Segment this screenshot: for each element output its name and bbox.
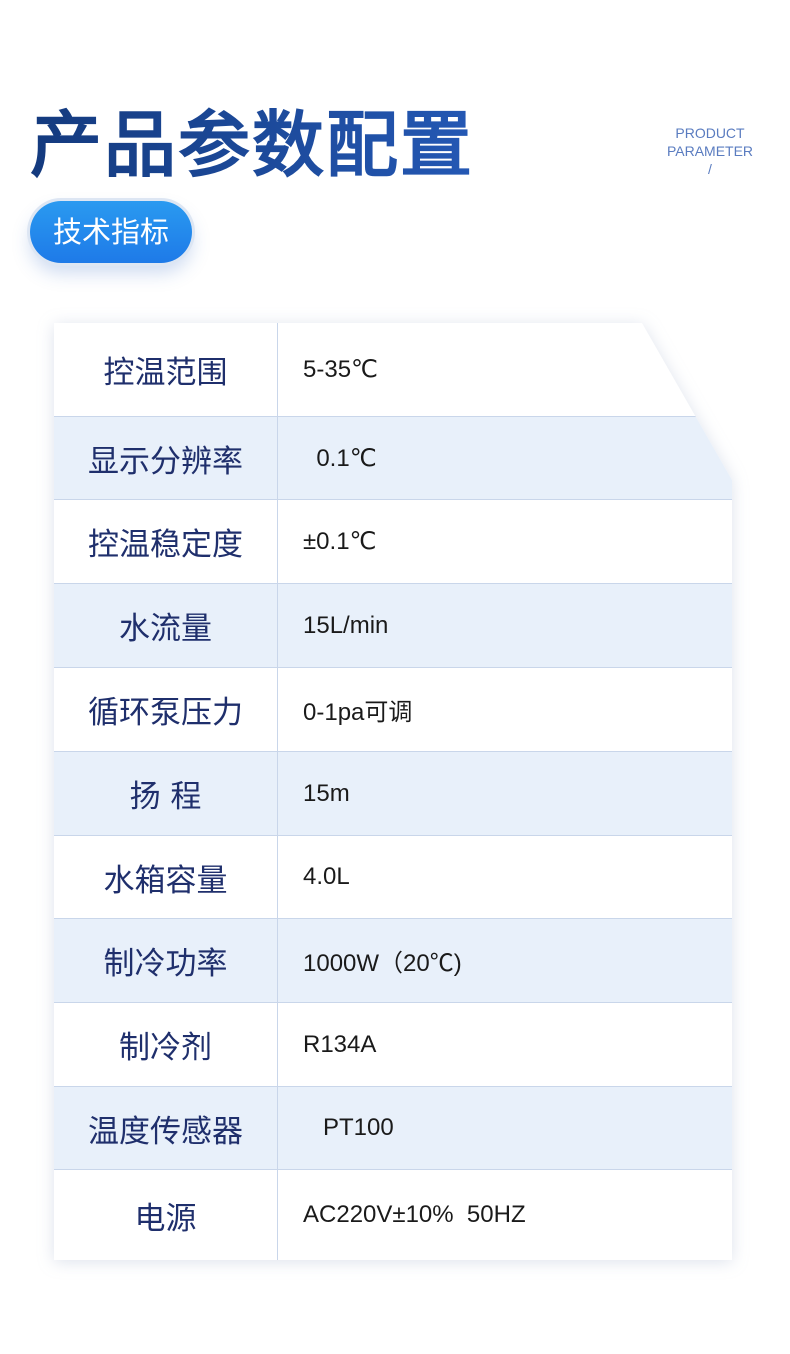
table-row: 水流量 15L/min xyxy=(54,584,732,668)
parameter-table-container: 控温范围 5-35℃ 显示分辨率 0.1℃ 控温稳定度 ±0.1℃ 水流量 15L/min 循… xyxy=(54,323,732,1260)
english-subtitle-line: / xyxy=(708,161,712,177)
param-value: 0-1pa可调 xyxy=(303,699,413,726)
param-label: 水箱容量 xyxy=(54,836,278,918)
table-row: 控温范围 5-35℃ xyxy=(54,323,732,417)
param-value: AC220V±10% 50HZ xyxy=(303,1201,526,1228)
param-label: 显示分辨率 xyxy=(54,417,278,499)
param-label: 电源 xyxy=(54,1170,278,1260)
table-row: 显示分辨率 0.1℃ xyxy=(54,417,732,500)
param-value: ±0.1℃ xyxy=(303,528,377,555)
param-label: 控温稳定度 xyxy=(54,500,278,583)
english-subtitle-line: PARAMETER xyxy=(666,143,754,159)
param-label: 水流量 xyxy=(54,584,278,667)
param-label: 循环泵压力 xyxy=(54,668,278,751)
table-row: 循环泵压力 0-1pa可调 xyxy=(54,668,732,752)
table-row: 扬 程 15m xyxy=(54,752,732,836)
param-value: PT100 xyxy=(303,1114,394,1141)
param-label: 控温范围 xyxy=(54,323,278,416)
param-label: 温度传感器 xyxy=(54,1087,278,1169)
param-value: 4.0L xyxy=(303,863,350,890)
table-row: 电源 AC220V±10% 50HZ xyxy=(54,1170,732,1260)
page-title: 产品参数配置 xyxy=(30,100,474,190)
param-label: 扬 程 xyxy=(54,752,278,835)
english-subtitle: PRODUCT PARAMETER / xyxy=(640,124,780,178)
table-row: 控温稳定度 ±0.1℃ xyxy=(54,500,732,584)
param-label: 制冷功率 xyxy=(54,919,278,1002)
param-value: 5-35℃ xyxy=(303,356,378,383)
table-row: 制冷剂 R134A xyxy=(54,1003,732,1087)
param-value: 15m xyxy=(303,779,350,807)
param-value: 0.1℃ xyxy=(303,444,377,472)
param-value: 15L/min xyxy=(303,611,389,639)
parameter-table: 控温范围 5-35℃ 显示分辨率 0.1℃ 控温稳定度 ±0.1℃ 水流量 15L/min 循… xyxy=(54,323,732,1260)
table-row: 水箱容量 4.0L xyxy=(54,836,732,919)
table-row: 温度传感器 PT100 xyxy=(54,1087,732,1170)
param-value: R134A xyxy=(303,1030,377,1058)
param-value: 1000W（20℃) xyxy=(303,950,462,977)
param-label: 制冷剂 xyxy=(54,1003,278,1086)
section-badge: 技术指标 xyxy=(30,201,192,263)
table-row: 制冷功率 1000W（20℃) xyxy=(54,919,732,1003)
english-subtitle-line: PRODUCT xyxy=(675,125,745,141)
